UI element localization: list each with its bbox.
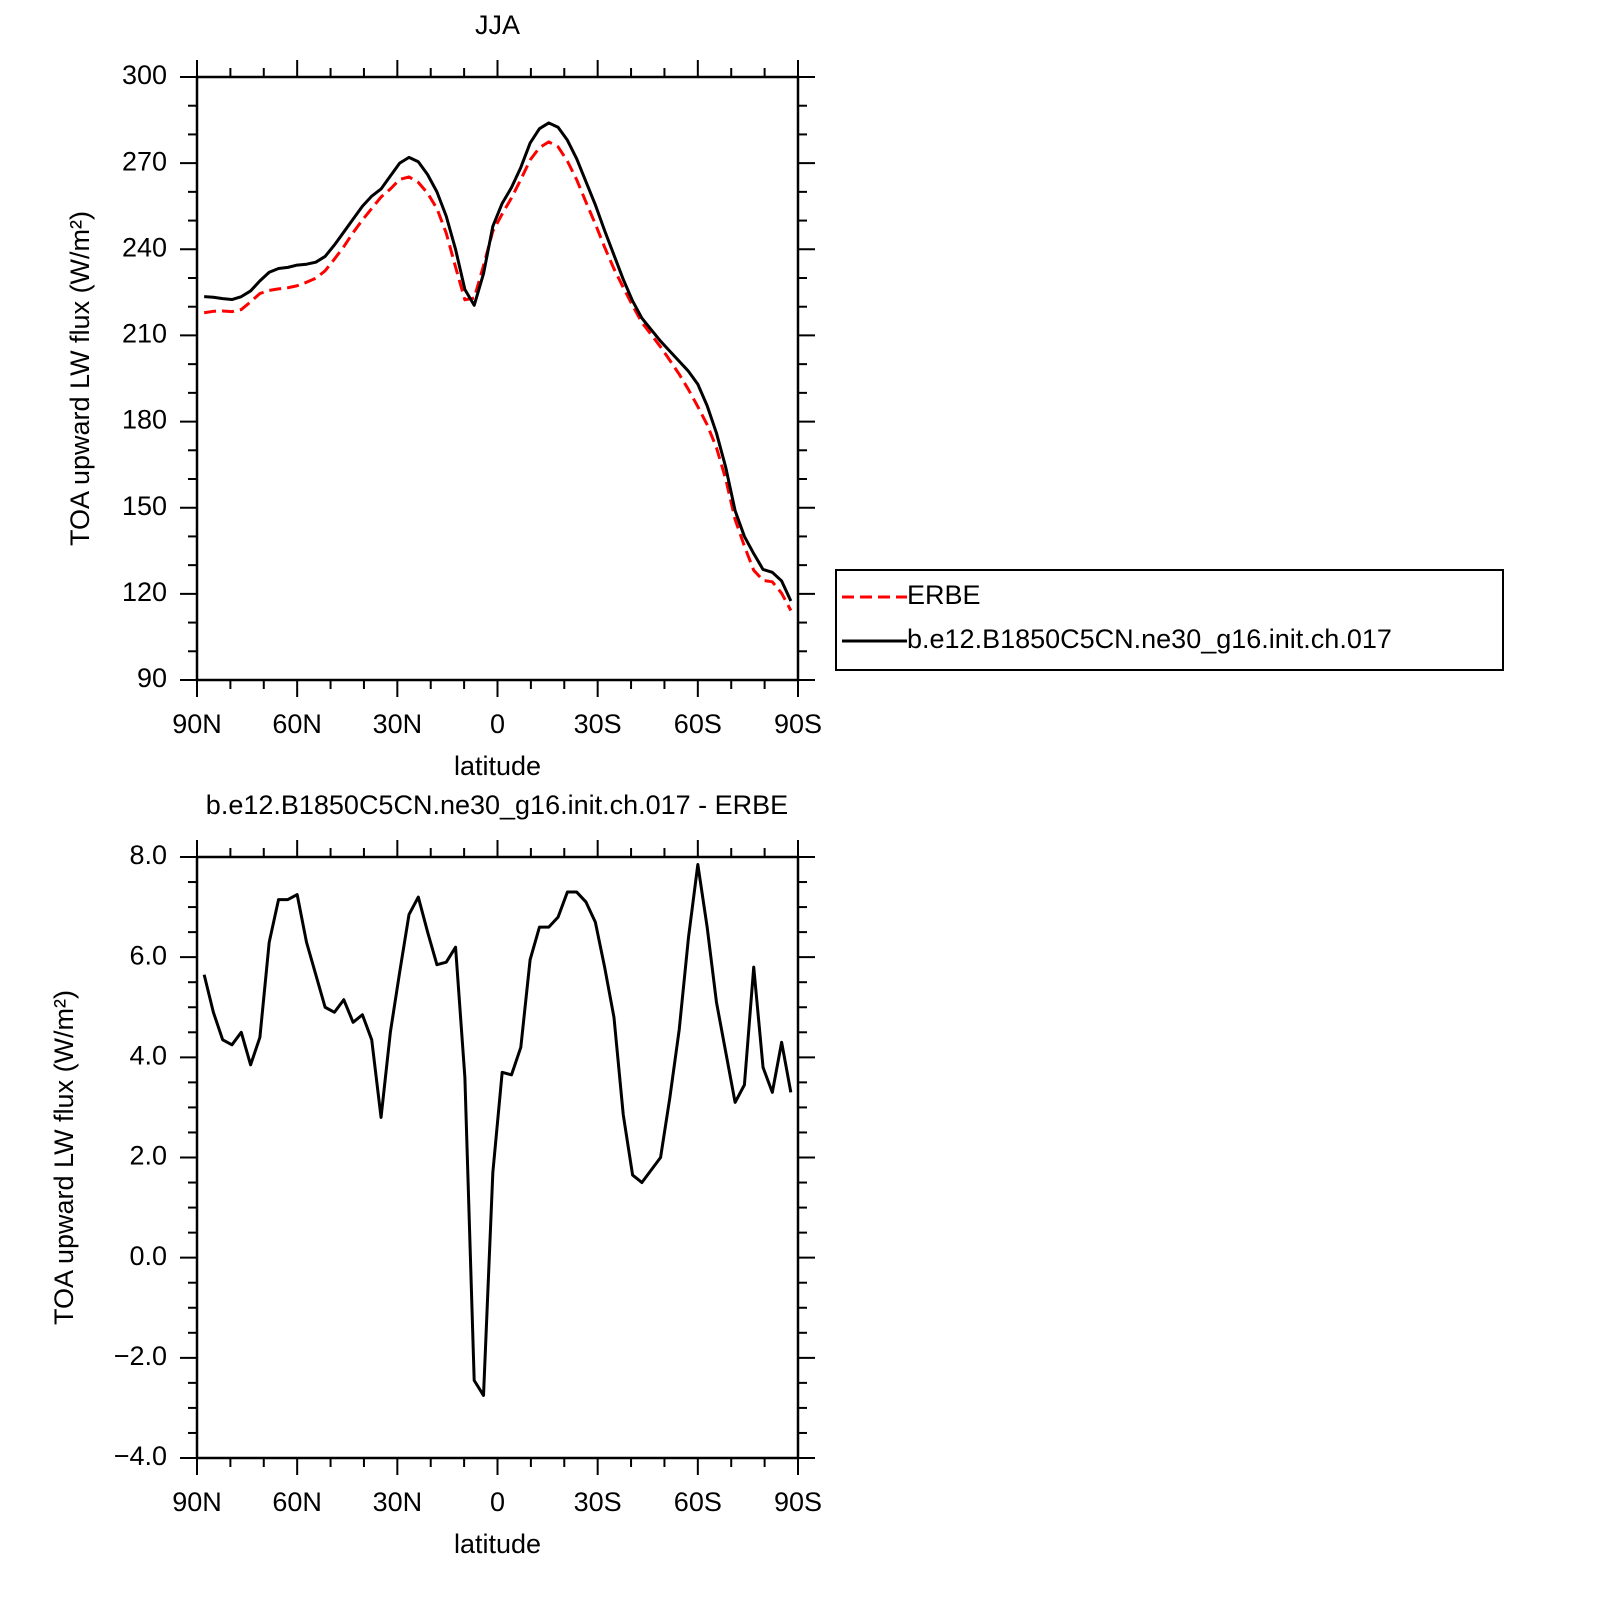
x-tick-label: 30N	[373, 1487, 423, 1517]
y-tick-label: 8.0	[129, 840, 167, 870]
legend-box	[835, 569, 1504, 671]
y-tick-label: 180	[122, 405, 167, 435]
chart-title: b.e12.B1850C5CN.ne30_g16.init.ch.017 - E…	[206, 790, 788, 820]
x-tick-label: 60S	[674, 1487, 722, 1517]
x-tick-label: 60N	[272, 1487, 322, 1517]
x-tick-label: 0	[490, 709, 505, 739]
x-tick-label: 90N	[172, 1487, 222, 1517]
y-tick-label: 270	[122, 146, 167, 176]
y-tick-label: 240	[122, 232, 167, 262]
y-tick-label: 2.0	[129, 1141, 167, 1171]
x-tick-label: 90S	[774, 1487, 822, 1517]
data-line	[203, 140, 793, 612]
y-axis-label: TOA upward LW flux (W/m²)	[49, 990, 79, 1325]
y-tick-label: 120	[122, 577, 167, 607]
y-tick-label: 210	[122, 319, 167, 349]
x-tick-label: 60S	[674, 709, 722, 739]
x-tick-label: 90S	[774, 709, 822, 739]
x-axis-label: latitude	[454, 1529, 541, 1559]
x-tick-label: 30S	[574, 709, 622, 739]
plot-frame	[195, 75, 800, 682]
legend-label: ERBE	[907, 580, 981, 610]
y-tick-label: 6.0	[129, 940, 167, 970]
x-tick-label: 30N	[373, 709, 423, 739]
y-tick-label: 150	[122, 491, 167, 521]
y-tick-label: −2.0	[114, 1341, 167, 1371]
y-tick-label: 0.0	[129, 1241, 167, 1271]
data-line	[202, 863, 793, 1397]
y-axis-label: TOA upward LW flux (W/m²)	[65, 211, 95, 546]
x-tick-label: 60N	[272, 709, 322, 739]
y-tick-label: 300	[122, 60, 167, 90]
x-tick-label: 90N	[172, 709, 222, 739]
data-line	[204, 121, 793, 602]
chart-title: JJA	[475, 10, 520, 40]
x-tick-label: 30S	[574, 1487, 622, 1517]
x-tick-label: 0	[490, 1487, 505, 1517]
y-tick-label: 4.0	[129, 1040, 167, 1070]
y-tick-label: −4.0	[114, 1441, 167, 1471]
y-tick-label: 90	[137, 663, 167, 693]
plot-frame	[195, 855, 800, 1460]
x-axis-label: latitude	[454, 751, 541, 781]
legend-label: b.e12.B1850C5CN.ne30_g16.init.ch.017	[907, 624, 1392, 654]
